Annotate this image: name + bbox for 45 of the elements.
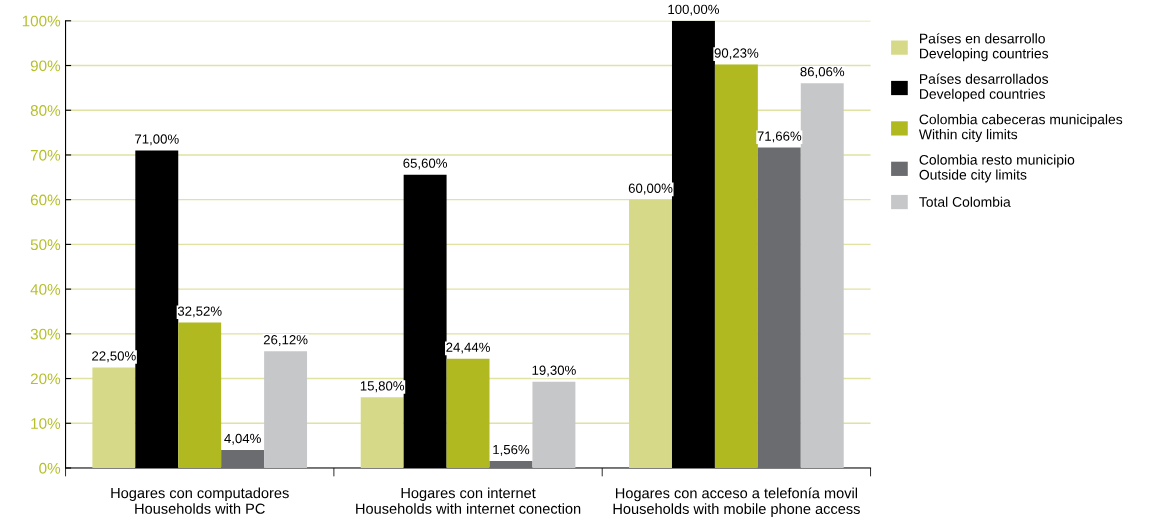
- bar: [489, 461, 533, 468]
- bar: [629, 199, 672, 468]
- y-tick-label: 50%: [30, 239, 61, 251]
- data-label: 15,80%: [360, 381, 405, 393]
- y-tick-label: 100%: [22, 15, 61, 27]
- x-tick-label: Hogares con acceso a telefonía movil Households with mobile phone access: [613, 487, 860, 517]
- y-tick-label: 30%: [30, 328, 61, 340]
- y-tick-label: 40%: [30, 283, 61, 295]
- legend-label: Países desarrollados Developed countries: [920, 73, 1049, 102]
- bar: [446, 358, 490, 468]
- y-tick-label: 60%: [30, 194, 61, 206]
- legend-label: Total Colombia: [919, 196, 1011, 207]
- data-label: 4,04%: [224, 433, 261, 445]
- y-tick-label: 0%: [39, 462, 61, 474]
- bar: [178, 322, 222, 468]
- data-label: 71,00%: [135, 134, 179, 146]
- data-label: 60,00%: [628, 183, 673, 195]
- data-label: 22,50%: [92, 351, 136, 363]
- bar: [92, 367, 136, 468]
- bar: [800, 83, 844, 468]
- data-label: 24,44%: [446, 342, 490, 354]
- legend-label: Países en desarrollo Developing countries: [920, 33, 1049, 62]
- data-label: 100,00%: [668, 4, 720, 16]
- data-label: 65,60%: [403, 158, 448, 170]
- y-tick-label: 90%: [30, 60, 61, 72]
- y-tick-label: 20%: [30, 373, 61, 385]
- data-label: 32,52%: [177, 306, 222, 318]
- x-tick-label: Hogares con internet Households with internet conection: [356, 487, 581, 514]
- bar: [757, 147, 801, 468]
- data-label: 19,30%: [532, 365, 576, 377]
- y-tick-label: 10%: [31, 418, 61, 429]
- data-label: 1,56%: [493, 444, 530, 456]
- bar: [221, 449, 265, 468]
- bar: [360, 397, 404, 468]
- y-tick-label: 80%: [30, 105, 61, 116]
- bar: [714, 64, 758, 468]
- legend-label: Colombia resto municipio Outside city limits: [919, 154, 1075, 183]
- y-tick-label: 70%: [30, 149, 61, 161]
- x-tick-label: Hogares con computadores Households with PC: [111, 487, 289, 514]
- bar: [264, 351, 308, 468]
- legend-label: Colombia cabeceras municipales Within city limits: [918, 114, 1123, 143]
- data-label: 86,06%: [800, 67, 845, 78]
- data-label: 71,66%: [757, 131, 802, 143]
- data-label: 26,12%: [263, 335, 308, 346]
- data-label: 90,23%: [714, 48, 759, 60]
